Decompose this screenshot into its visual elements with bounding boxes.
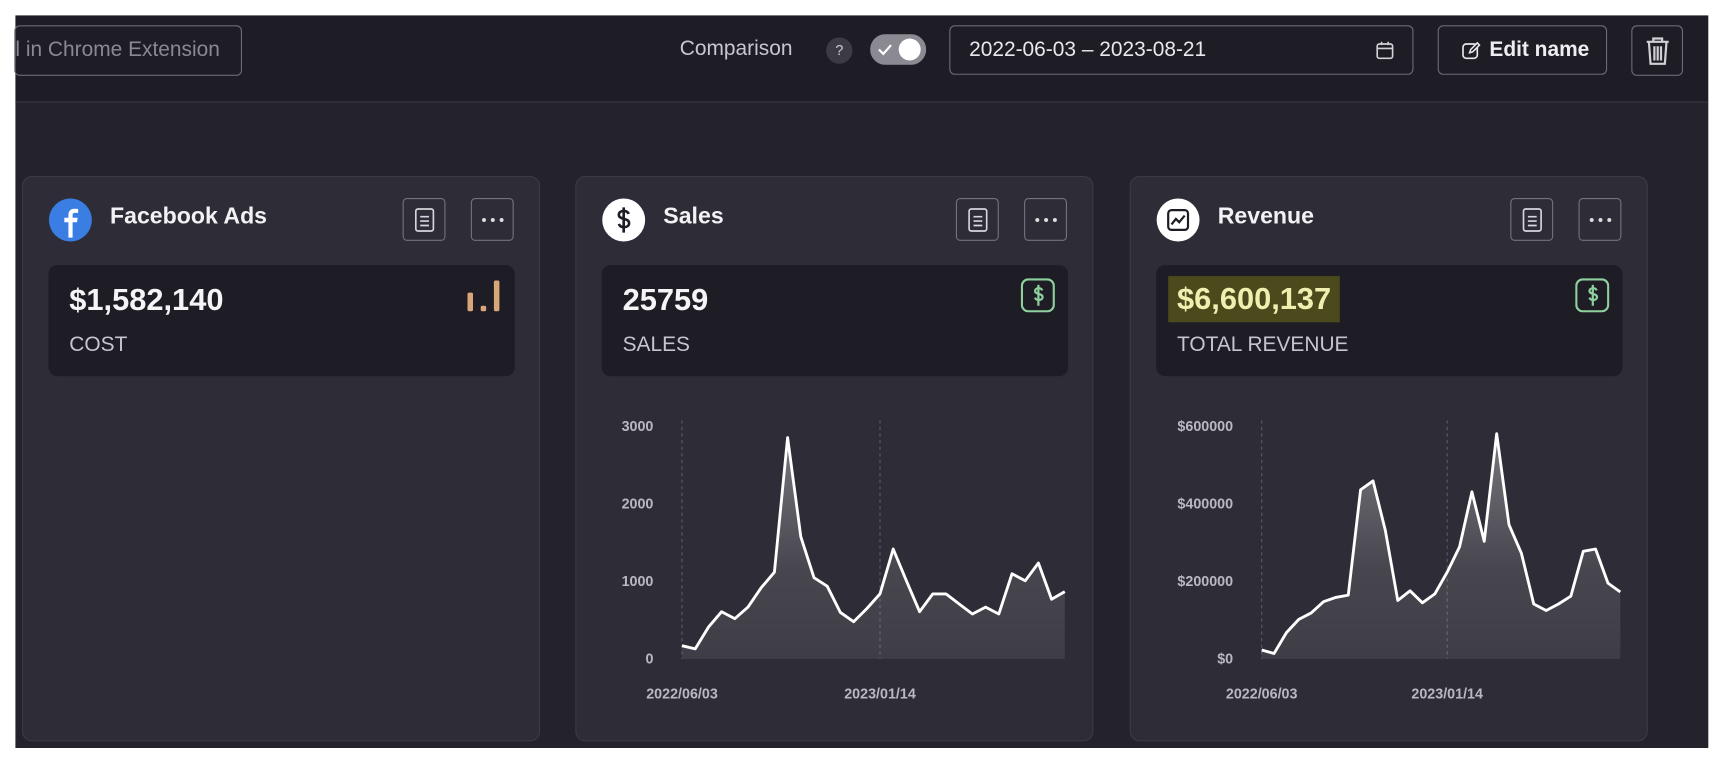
area bbox=[1261, 433, 1621, 659]
extension-button[interactable]: l in Chrome Extension bbox=[14, 25, 242, 76]
more-button[interactable] bbox=[470, 198, 514, 241]
button-label: l in Chrome Extension bbox=[15, 38, 220, 62]
x-tick-label: 2022/06/03 bbox=[646, 687, 718, 703]
calendar-icon bbox=[1376, 41, 1394, 60]
notes-button[interactable] bbox=[1510, 198, 1554, 241]
y-tick-label: $400000 bbox=[1177, 497, 1233, 513]
dollar-badge bbox=[1020, 278, 1055, 313]
date-range-picker[interactable]: 2022-06-03 – 2023-08-21 bbox=[949, 25, 1414, 75]
delete-button[interactable] bbox=[1631, 25, 1683, 76]
card-title: Sales bbox=[663, 203, 724, 229]
metric-value: $6,600,137 bbox=[1168, 276, 1340, 323]
date-range: 2022-06-03 – 2023-08-21 bbox=[969, 37, 1207, 62]
help-icon[interactable]: ? bbox=[826, 37, 853, 64]
metric-value: $1,582,140 bbox=[69, 282, 224, 317]
chart: 0 1000 2000 3000 2022/06/03 2023/01/14 bbox=[622, 419, 1066, 703]
dollar-icon bbox=[602, 198, 646, 242]
toggle-knob bbox=[898, 38, 921, 61]
revenue-icon bbox=[1156, 198, 1200, 242]
notes-button[interactable] bbox=[955, 198, 999, 241]
edit-name-label: Edit name bbox=[1489, 37, 1590, 62]
more-button[interactable] bbox=[1578, 198, 1622, 241]
metric-label: COST bbox=[69, 333, 128, 357]
comparison-label: Comparison bbox=[679, 37, 793, 61]
chart: $0 $200000 $400000 $600000 2022/06/03 2023/01… bbox=[1177, 419, 1622, 703]
facebook-icon bbox=[48, 198, 92, 242]
y-tick-label: $200000 bbox=[1177, 574, 1233, 590]
metric-box: $1,582,140 COST bbox=[48, 265, 515, 377]
x-tick-label: 2022/06/03 bbox=[1226, 687, 1298, 703]
metric-label: SALES bbox=[622, 333, 690, 357]
edit-name-button[interactable]: Edit name bbox=[1437, 25, 1608, 75]
y-tick-label: 0 bbox=[645, 651, 653, 667]
line bbox=[1261, 432, 1622, 655]
x-tick-label: 2023/01/14 bbox=[1411, 687, 1483, 703]
bar-chart-icon bbox=[467, 280, 500, 312]
area bbox=[682, 437, 1065, 659]
metric-box: 25759 SALES bbox=[601, 265, 1069, 377]
x-tick-label: 2023/01/14 bbox=[844, 687, 916, 703]
trash-icon bbox=[1646, 37, 1669, 65]
line bbox=[681, 436, 1066, 651]
y-tick-label: $0 bbox=[1217, 651, 1233, 667]
card-title: Revenue bbox=[1217, 203, 1315, 229]
edit-icon bbox=[1462, 41, 1481, 59]
toolbar: l in Chrome Extension Comparison ? 2022-… bbox=[14, 15, 1709, 103]
y-tick-label: $600000 bbox=[1177, 419, 1233, 435]
dollar-badge bbox=[1575, 278, 1610, 313]
y-tick-label: 2000 bbox=[622, 497, 654, 513]
metric-value: 25759 bbox=[622, 282, 709, 317]
metric-box: $6,600,137 TOTAL REVENUE bbox=[1156, 265, 1623, 377]
comparison-toggle[interactable] bbox=[870, 34, 927, 65]
notes-button[interactable] bbox=[402, 198, 446, 241]
toggle-check bbox=[878, 44, 892, 56]
widget-card: Facebook Ads $1,582,140 COST bbox=[22, 176, 541, 742]
more-button[interactable] bbox=[1024, 198, 1067, 241]
y-tick-label: 3000 bbox=[622, 419, 654, 435]
metric-label: TOTAL REVENUE bbox=[1177, 333, 1349, 357]
y-tick-label: 1000 bbox=[622, 574, 654, 590]
card-title: Facebook Ads bbox=[110, 203, 268, 229]
